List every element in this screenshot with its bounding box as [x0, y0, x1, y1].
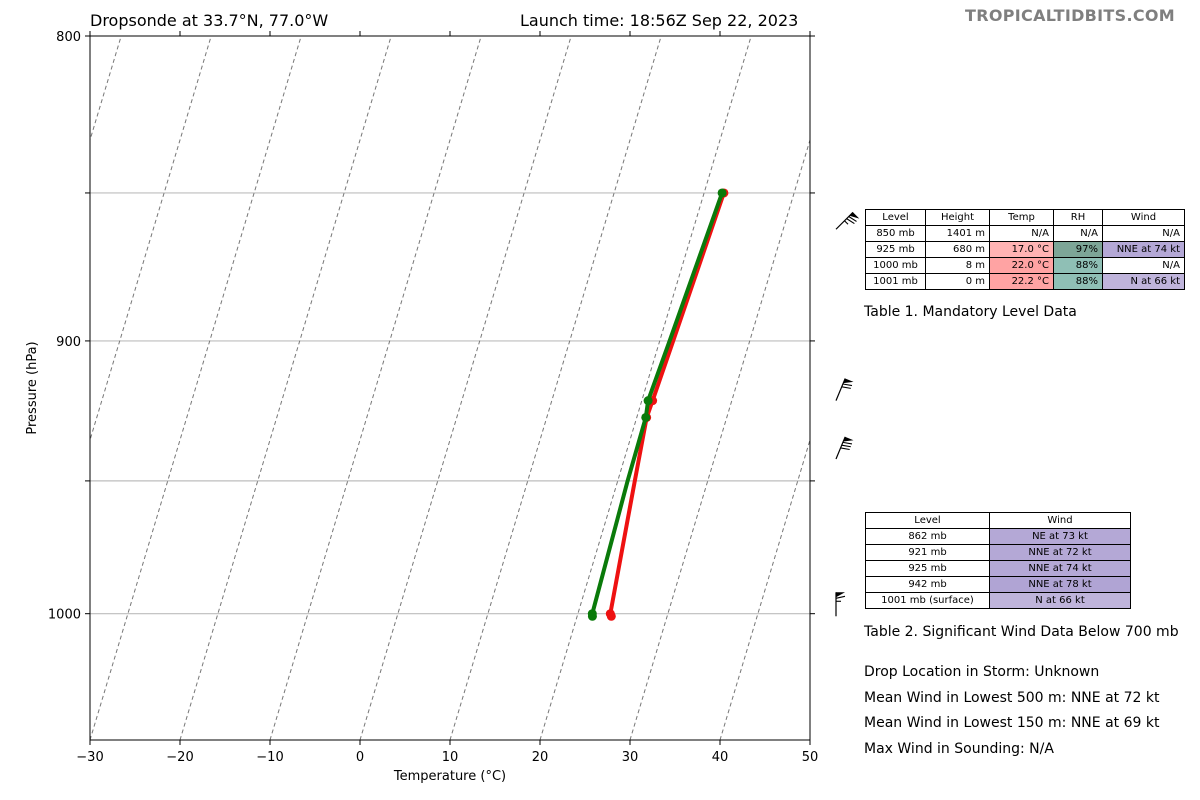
- x-tick-label: 30: [622, 750, 639, 765]
- chart-ticks: −30 −20 −10 0 10 20 30 40 50 800 900 1000: [48, 30, 818, 765]
- wind-barb: [835, 592, 846, 617]
- table-cell: N/A: [1102, 225, 1185, 242]
- chart-series: [587, 188, 729, 621]
- isotherm-gridline: [629, 138, 810, 740]
- table-cell: NNE at 72 kt: [989, 544, 1131, 561]
- table-row: 942 mb NNE at 78 kt: [865, 576, 1131, 593]
- table1-caption: Table 1. Mandatory Level Data: [864, 304, 1077, 320]
- isotherm-gridline: [719, 438, 810, 740]
- isotherm-gridline: [90, 36, 122, 142]
- table-cell: NNE at 74 kt: [1102, 241, 1185, 258]
- dewpoint-point: [641, 412, 651, 422]
- table-header-cell: Wind: [989, 512, 1131, 529]
- table-cell: 925 mb: [865, 241, 926, 258]
- table2-caption: Table 2. Significant Wind Data Below 700…: [864, 624, 1179, 640]
- max-wind-text: Max Wind in Sounding: N/A: [864, 741, 1054, 757]
- table-header-cell: RH: [1053, 209, 1103, 226]
- y-axis-label: Pressure (hPa): [25, 341, 40, 434]
- table-header-cell: Temp: [989, 209, 1054, 226]
- wind-barb: [835, 211, 860, 230]
- table-header-row: Level Height Temp RH Wind: [865, 209, 1185, 226]
- chart-grid: [90, 36, 810, 740]
- table-header-row: Level Wind: [865, 512, 1131, 529]
- isotherm-gridline: [90, 36, 302, 740]
- y-tick-label: 900: [56, 335, 81, 350]
- y-tick-label: 1000: [48, 608, 81, 623]
- x-tick-label: −10: [256, 750, 283, 765]
- mean-wind-150-text: Mean Wind in Lowest 150 m: NNE at 69 kt: [864, 715, 1160, 731]
- x-axis-label: Temperature (°C): [393, 769, 506, 784]
- table-cell: 680 m: [925, 241, 990, 258]
- x-tick-label: 10: [442, 750, 459, 765]
- table-cell: 862 mb: [865, 528, 990, 545]
- isotherm-gridline: [269, 36, 482, 740]
- table-cell: 925 mb: [865, 560, 990, 577]
- table-cell: 1000 mb: [865, 257, 926, 274]
- isotherm-gridline: [449, 36, 662, 740]
- table-cell: 1401 m: [925, 225, 990, 242]
- table-cell: 8 m: [925, 257, 990, 274]
- table-cell: NE at 73 kt: [989, 528, 1131, 545]
- isotherm-gridline: [359, 36, 572, 740]
- dewpoint-point: [587, 611, 597, 621]
- watermark: TROPICALTIDBITS.COM: [965, 6, 1175, 25]
- table-row: 925 mb 680 m 17.0 °C 97% NNE at 74 kt: [865, 241, 1185, 258]
- table-cell: 942 mb: [865, 576, 990, 593]
- table-cell: 22.0 °C: [989, 257, 1054, 274]
- table-cell: 1001 mb (surface): [865, 592, 990, 609]
- dewpoint-point: [643, 396, 653, 406]
- x-tick-label: 50: [802, 750, 819, 765]
- table-header-cell: Level: [865, 209, 926, 226]
- drop-location-text: Drop Location in Storm: Unknown: [864, 664, 1100, 680]
- table-cell: NNE at 78 kt: [989, 576, 1131, 593]
- table-row: 1001 mb 0 m 22.2 °C 88% N at 66 kt: [865, 273, 1185, 290]
- table-cell: 0 m: [925, 273, 990, 290]
- mandatory-level-table: Level Height Temp RH Wind 850 mb 1401 m N/…: [865, 209, 1185, 290]
- isotherm-gridline: [179, 36, 392, 740]
- wind-barbs: [835, 211, 860, 617]
- table-cell: 88%: [1053, 257, 1103, 274]
- table-cell: 97%: [1053, 241, 1103, 258]
- table-cell: 22.2 °C: [989, 273, 1054, 290]
- table-row: 1000 mb 8 m 22.0 °C 88% N/A: [865, 257, 1185, 274]
- table-header-cell: Height: [925, 209, 990, 226]
- wind-barb: [835, 436, 854, 460]
- table-cell: N/A: [989, 225, 1054, 242]
- table-row: 1001 mb (surface) N at 66 kt: [865, 592, 1131, 609]
- table-header-cell: Level: [865, 512, 990, 529]
- wind-barb: [835, 378, 854, 401]
- significant-wind-table: Level Wind 862 mb NE at 73 kt 921 mb NNE at…: [865, 512, 1131, 609]
- table-cell: N at 66 kt: [1102, 273, 1185, 290]
- mean-wind-500-text: Mean Wind in Lowest 500 m: NNE at 72 kt: [864, 690, 1160, 706]
- table-cell: 88%: [1053, 273, 1103, 290]
- x-tick-label: 0: [356, 750, 364, 765]
- chart-title-left: Dropsonde at 33.7°N, 77.0°W: [90, 11, 329, 30]
- x-tick-label: −20: [166, 750, 193, 765]
- temperature-point: [606, 611, 616, 621]
- dewpoint-point: [717, 188, 727, 198]
- table-cell: N at 66 kt: [989, 592, 1131, 609]
- table-cell: N/A: [1102, 257, 1185, 274]
- table-cell: N/A: [1053, 225, 1103, 242]
- temperature-line: [608, 192, 726, 618]
- y-tick-label: 800: [56, 30, 81, 45]
- isotherm-gridline: [90, 36, 212, 442]
- x-tick-label: 20: [532, 750, 549, 765]
- table-row: 850 mb 1401 m N/A N/A N/A: [865, 225, 1185, 242]
- table-row: 925 mb NNE at 74 kt: [865, 560, 1131, 577]
- table-cell: 850 mb: [865, 225, 926, 242]
- table-cell: NNE at 74 kt: [989, 560, 1131, 577]
- table-row: 862 mb NE at 73 kt: [865, 528, 1131, 545]
- x-tick-label: 40: [712, 750, 729, 765]
- table-row: 921 mb NNE at 72 kt: [865, 544, 1131, 561]
- x-tick-label: −30: [76, 750, 103, 765]
- isotherm-gridline: [539, 36, 752, 740]
- table-cell: 1001 mb: [865, 273, 926, 290]
- table-header-cell: Wind: [1102, 209, 1185, 226]
- table-cell: 17.0 °C: [989, 241, 1054, 258]
- table-cell: 921 mb: [865, 544, 990, 561]
- chart-title-right: Launch time: 18:56Z Sep 22, 2023: [520, 11, 799, 30]
